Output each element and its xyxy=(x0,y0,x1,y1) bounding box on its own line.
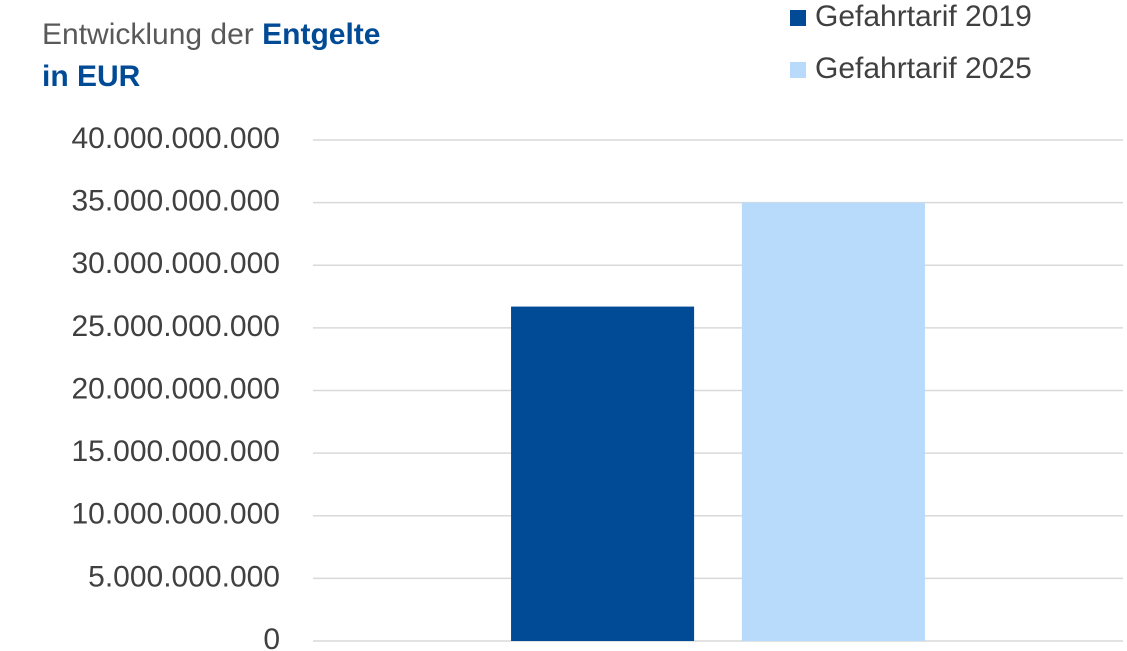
y-tick-label: 15.000.000.000 xyxy=(71,435,280,468)
bar xyxy=(511,306,695,641)
title-highlight: in EUR xyxy=(42,60,141,93)
bar xyxy=(741,202,925,641)
chart-title: Entwicklung der Entgelte xyxy=(42,18,380,51)
y-tick-label: 20.000.000.000 xyxy=(71,372,280,405)
y-tick-label: 35.000.000.000 xyxy=(71,185,280,218)
y-tick-label: 10.000.000.000 xyxy=(71,498,280,531)
legend-label: Gefahrtarif 2025 xyxy=(815,52,1032,85)
legend-label: Gefahrtarif 2019 xyxy=(815,0,1032,33)
title-highlight: Entgelte xyxy=(262,18,380,51)
legend-swatch xyxy=(790,10,806,26)
y-tick-label: 25.000.000.000 xyxy=(71,310,280,343)
y-tick-label: 30.000.000.000 xyxy=(71,247,280,280)
y-tick-label: 5.000.000.000 xyxy=(88,560,280,593)
legend-swatch xyxy=(790,62,806,78)
y-tick-label: 40.000.000.000 xyxy=(71,122,280,155)
y-tick-label: 0 xyxy=(263,623,280,651)
title-part: Entwicklung der xyxy=(42,18,254,51)
